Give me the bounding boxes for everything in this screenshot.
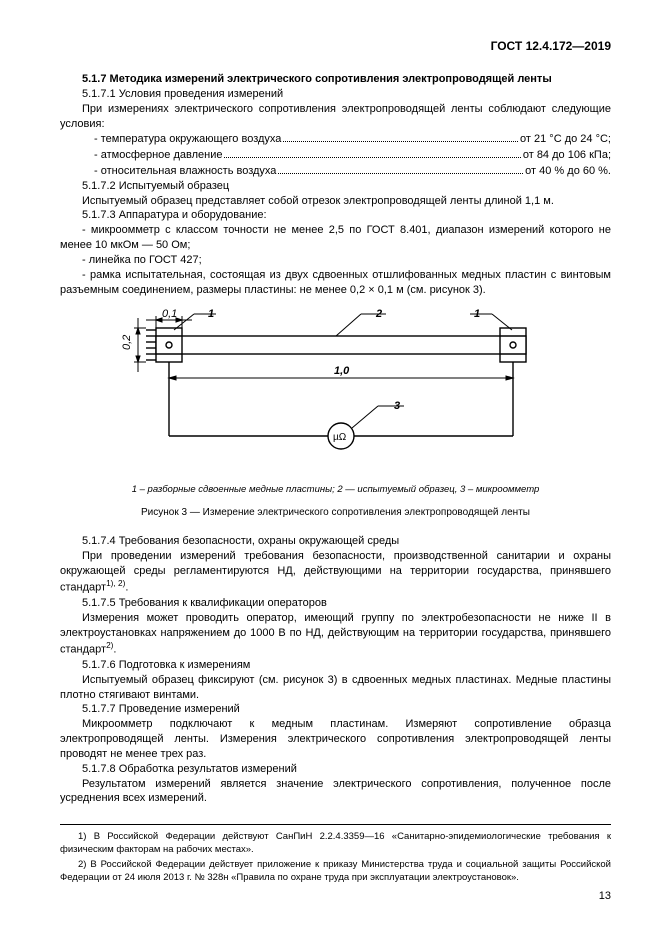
dot-leader	[283, 132, 518, 143]
cond-label: - температура окружающего воздуха	[94, 132, 281, 147]
p-5-1-7-6-txt: Испытуемый образец фиксируют (см. рисуно…	[60, 673, 611, 703]
meter-label: µΩ	[333, 432, 347, 443]
doc-header: ГОСТ 12.4.172—2019	[60, 38, 611, 54]
p-5-1-7-1-num: 5.1.7.1 Условия проведения измерений	[60, 87, 611, 102]
footnote-1: 1) В Российской Федерации действуют СанП…	[60, 831, 611, 857]
footnote-ref: 2)	[106, 641, 113, 650]
section-num: 5.1.7	[82, 73, 110, 85]
p-5-1-7-6-num: 5.1.7.6 Подготовка к измерениям	[60, 658, 611, 673]
cond-value: от 84 до 106 кПа;	[523, 148, 611, 163]
dim-0-1: 0,1	[162, 308, 177, 320]
page-number: 13	[60, 889, 611, 904]
cond-value: от 21 °С до 24 °С;	[520, 132, 611, 147]
dot-leader	[278, 163, 523, 174]
p-5-1-7-8-txt: Результатом измерений является значение …	[60, 777, 611, 807]
footnote-ref: 1), 2)	[106, 579, 125, 588]
section-5-1-7-title: 5.1.7 Методика измерений электрического …	[60, 72, 611, 87]
condition-row: - температура окружающего воздуха от 21 …	[94, 132, 611, 148]
p-5-1-7-3-num: 5.1.7.3 Аппаратура и оборудование:	[60, 208, 611, 223]
footnote-2: 2) В Российской Федерации действует прил…	[60, 859, 611, 885]
callout-1-right: 1	[474, 308, 480, 320]
p-5-1-7-5-txt: Измерения может проводить оператор, имею…	[60, 611, 611, 658]
p-5-1-7-1-txt: При измерениях электрического сопротивле…	[60, 102, 611, 132]
condition-row: - атмосферное давление от 84 до 106 кПа;	[94, 147, 611, 163]
cond-value: от 40 % до 60 %.	[525, 164, 611, 179]
callout-2: 2	[375, 308, 382, 320]
p-5-1-7-2-num: 5.1.7.2 Испытуемый образец	[60, 179, 611, 194]
figure-caption: Рисунок 3 — Измерение электрического соп…	[60, 506, 611, 520]
dim-1-0: 1,0	[334, 365, 350, 377]
p-5-1-7-4-num: 5.1.7.4 Требования безопасности, охраны …	[60, 534, 611, 549]
callout-1-left: 1	[208, 308, 214, 320]
cond-label: - относительная влажность воздуха	[94, 164, 276, 179]
dot-leader	[224, 147, 520, 158]
p-5-1-7-3-l2: - линейка по ГОСТ 427;	[60, 253, 611, 268]
footnotes-block: 1) В Российской Федерации действуют СанП…	[60, 824, 611, 884]
p-5-1-7-5-num: 5.1.7.5 Требования к квалификации операт…	[60, 596, 611, 611]
p-5-1-7-3-l3: - рамка испытательная, состоящая из двух…	[60, 268, 611, 298]
dim-0-2: 0,2	[121, 334, 133, 349]
p-5-1-7-7-num: 5.1.7.7 Проведение измерений	[60, 702, 611, 717]
cond-label: - атмосферное давление	[94, 148, 222, 163]
section-title: Методика измерений электрического сопрот…	[110, 73, 552, 85]
condition-row: - относительная влажность воздуха от 40 …	[94, 163, 611, 179]
figure-legend: 1 – разборные сдвоенные медные пластины;…	[60, 484, 611, 497]
p-5-1-7-4-txt: При проведении измерений требования безо…	[60, 549, 611, 596]
p-5-1-7-8-num: 5.1.7.8 Обработка результатов измерений	[60, 762, 611, 777]
p-5-1-7-2-txt: Испытуемый образец представляет собой от…	[60, 194, 611, 209]
callout-3: 3	[394, 400, 400, 412]
figure-3-diagram: 0,1 0,2 1,0 1 2 1 3 µΩ	[116, 306, 556, 476]
body-text: При проведении измерений требования безо…	[60, 550, 611, 594]
body-text: Измерения может проводить оператор, имею…	[60, 612, 611, 656]
p-5-1-7-3-l1: - микроомметр с классом точности не мене…	[60, 223, 611, 253]
p-5-1-7-7-txt: Микроомметр подключают к медным пластина…	[60, 717, 611, 762]
